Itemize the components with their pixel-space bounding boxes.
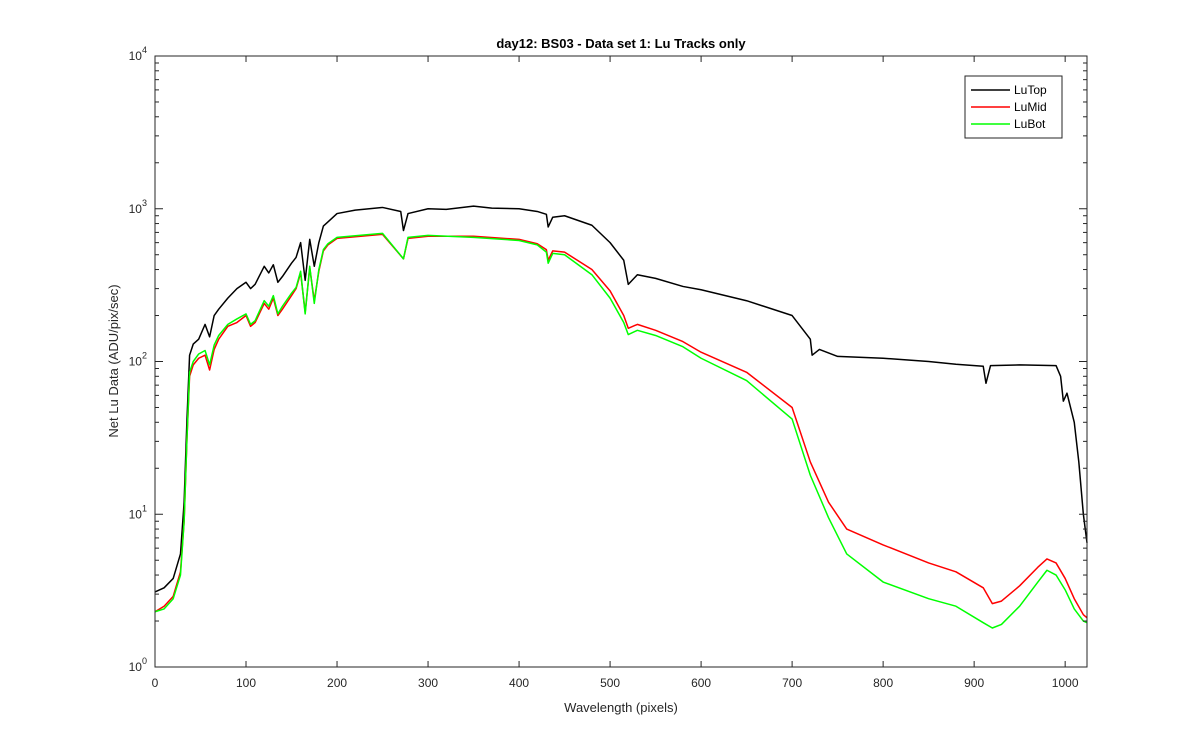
y-tick-label: 100 [129, 656, 147, 674]
y-tick-base: 10 [129, 507, 143, 521]
y-tick-exponent: 0 [142, 656, 147, 666]
x-tick-label: 700 [782, 676, 802, 690]
y-tick-exponent: 4 [142, 45, 147, 55]
x-tick-label: 1000 [1052, 676, 1079, 690]
x-tick-label: 300 [418, 676, 438, 690]
series-line-lutop [154, 205, 1088, 593]
y-tick-exponent: 1 [142, 503, 147, 513]
x-tick-label: 900 [964, 676, 984, 690]
x-tick-label: 800 [873, 676, 893, 690]
y-tick-base: 10 [129, 660, 143, 674]
x-axis-label: Wavelength (pixels) [564, 700, 678, 715]
x-tick-label: 500 [600, 676, 620, 690]
x-ticks: 0 100 200 300 400 500 600 700 800 900 1000 [152, 56, 1079, 690]
y-axis-label: Net Lu Data (ADU/pix/sec) [106, 284, 121, 437]
x-tick-label: 400 [509, 676, 529, 690]
legend-label-lumid: LuMid [1014, 100, 1047, 114]
y-tick-base: 10 [129, 355, 143, 369]
plot-area [155, 56, 1087, 667]
series-layer [154, 205, 1088, 629]
legend-label-lutop: LuTop [1014, 83, 1047, 97]
y-tick-exponent: 3 [142, 198, 147, 208]
chart-title: day12: BS03 - Data set 1: Lu Tracks only [496, 36, 746, 51]
series-line-lubot [154, 232, 1088, 629]
y-tick-base: 10 [129, 49, 143, 63]
y-tick-label: 104 [129, 45, 147, 63]
x-tick-label: 200 [327, 676, 347, 690]
legend: LuTop LuMid LuBot [964, 75, 1063, 139]
y-tick-label: 102 [129, 351, 147, 369]
y-tick-exponent: 2 [142, 351, 147, 361]
axes-box [154, 55, 1088, 668]
y-tick-label: 101 [129, 503, 147, 521]
y-tick-base: 10 [129, 202, 143, 216]
legend-label-lubot: LuBot [1014, 117, 1046, 131]
y-tick-label: 103 [129, 198, 147, 216]
x-tick-label: 600 [691, 676, 711, 690]
x-tick-label: 0 [152, 676, 159, 690]
x-tick-label: 100 [236, 676, 256, 690]
